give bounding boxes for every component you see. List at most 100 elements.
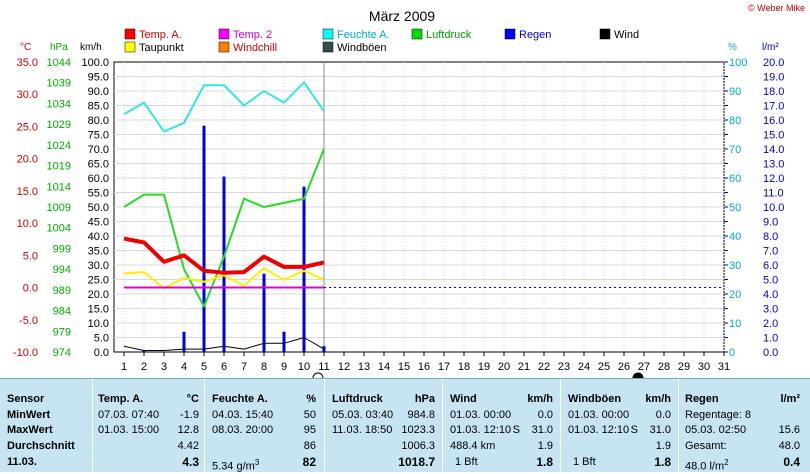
humidity-axis-label: 60 xyxy=(729,173,741,185)
legend-label: Windchill xyxy=(233,42,277,54)
wind-axis-label: 90.0 xyxy=(88,86,109,98)
gusts-current-bft: 1 Bft xyxy=(573,456,596,468)
x-tick-label: 5 xyxy=(201,361,207,373)
pressure-avg-value: 1006.3 xyxy=(401,440,435,452)
stats-col-pressure: Luftdruck hPa 05.03. 03:40 984.8 11.03. … xyxy=(324,379,442,472)
stats-col-rain: Regen l/m² Regentage: 8 05.03. 02:50 15.… xyxy=(678,379,810,473)
humidity-axis-label: 40 xyxy=(729,231,741,243)
pressure-axis-label: 989 xyxy=(53,285,71,297)
wind-axis-label: 15.0 xyxy=(88,304,109,316)
humidity-min-value: 50 xyxy=(303,409,316,421)
legend-swatch xyxy=(124,28,136,40)
wind-max-dir: S xyxy=(512,424,520,436)
rain-axis-label: 10.0 xyxy=(763,202,784,214)
pressure-axis-label: 1014 xyxy=(47,181,71,193)
pressure-axis-label: 1029 xyxy=(47,119,71,131)
wind-axis-label: 45.0 xyxy=(88,217,109,229)
x-tick-label: 10 xyxy=(298,361,310,373)
wind-avg-value: 1.9 xyxy=(537,440,553,452)
wind-axis-label: 75.0 xyxy=(88,130,109,142)
rain-axis-label: 7.0 xyxy=(763,246,778,258)
pressure-min-time: 05.03. 03:40 xyxy=(332,409,394,421)
humidity-unit: % xyxy=(306,393,316,405)
x-tick-label: 24 xyxy=(578,361,590,373)
humidity-axis-label: 50 xyxy=(729,202,741,214)
x-tick-label: 27 xyxy=(638,361,650,373)
x-tick-label: 30 xyxy=(698,361,710,373)
x-tick-label: 13 xyxy=(358,361,370,373)
rain-axis-label: 18.0 xyxy=(763,86,784,98)
rain-max-value: 15.6 xyxy=(778,424,800,436)
gusts-unit: km/h xyxy=(645,393,671,405)
temp-axis-label: 0.0 xyxy=(23,283,38,295)
humidity-axis-label: 0 xyxy=(729,347,735,359)
wind-axis-label: 10.0 xyxy=(88,318,109,330)
rain-axis-label: 4.0 xyxy=(763,289,778,301)
x-tick-label: 29 xyxy=(678,361,690,373)
x-tick-label: 22 xyxy=(538,361,550,373)
humidity-axis-label: 80 xyxy=(729,115,741,127)
gusts-max-dir: S xyxy=(630,424,638,436)
wind-axis-label: 55.0 xyxy=(88,188,109,200)
gusts-min-time: 01.03. 00:00 xyxy=(568,409,630,421)
axis-unit-labels: °C hPa km/h % l/m² xyxy=(20,42,779,53)
copyright-text: © Weber Mike xyxy=(748,3,805,13)
wind-axis-label: 40.0 xyxy=(88,231,109,243)
x-tick-label: 17 xyxy=(438,361,450,373)
wind-axis-label: 65.0 xyxy=(88,159,109,171)
humidity-axis-label: 10 xyxy=(729,318,741,330)
x-tick-label: 14 xyxy=(378,361,390,373)
humidity-header: Feuchte A. xyxy=(212,393,268,405)
temp-min-value: -1.9 xyxy=(180,409,199,421)
pressure-axis-label: 1039 xyxy=(47,78,71,90)
humidity-current-extra: 5.34 g/m3 xyxy=(212,456,259,474)
rain-current-unit-exp: 2 xyxy=(724,458,729,467)
rain-current-value: 0.4 xyxy=(783,455,800,469)
wind-axis-label: 5.0 xyxy=(94,333,109,345)
pressure-axis-label: 974 xyxy=(53,347,71,359)
rain-axis-label: 17.0 xyxy=(763,101,784,113)
x-tick-label: 12 xyxy=(338,361,350,373)
humidity-axis-label: 70 xyxy=(729,144,741,156)
pressure-axis-label: 994 xyxy=(53,264,71,276)
temp-max-time: 01.03. 15:00 xyxy=(98,424,160,436)
wind-header: Wind xyxy=(450,393,477,405)
wind-axis-label: 25.0 xyxy=(88,275,109,287)
humidity-axis-label: 30 xyxy=(729,260,741,272)
x-tick-label: 4 xyxy=(181,361,187,373)
rain-axis-label: 16.0 xyxy=(763,115,784,127)
x-tick-label: 6 xyxy=(221,361,227,373)
wind-unit: km/h xyxy=(527,393,553,405)
legend-label: Temp. A. xyxy=(139,29,182,41)
rain-axis-label: 14.0 xyxy=(763,144,784,156)
temp-axis-label: 15.0 xyxy=(17,186,38,198)
humidity-max-value: 95 xyxy=(303,424,316,436)
unit-label-celsius: °C xyxy=(20,42,31,53)
rain-axis-label: 5.0 xyxy=(763,275,778,287)
x-tick-label: 11 xyxy=(318,361,329,373)
wind-distance: 488.4 km xyxy=(450,440,496,452)
x-tick-label: 2 xyxy=(141,361,147,373)
humidity-max-time: 08.03. 20:00 xyxy=(212,424,274,436)
legend-swatch xyxy=(218,28,230,40)
gusts-current-value: 1.8 xyxy=(654,455,671,469)
rain-axis-label: 8.0 xyxy=(763,231,778,243)
legend-label: Wind xyxy=(614,29,639,41)
unit-label-hpa: hPa xyxy=(50,42,68,53)
min-label: MinWert xyxy=(7,409,51,421)
x-tick-label: 16 xyxy=(418,361,430,373)
temp-axis-label: 25.0 xyxy=(17,121,38,133)
rain-current-amount: 48.0 l/m xyxy=(685,460,725,473)
legend-swatch xyxy=(504,28,516,40)
x-tick-label: 18 xyxy=(458,361,470,373)
rain-max-time: 05.03. 02:50 xyxy=(685,424,747,436)
legend-swatch xyxy=(322,28,334,40)
temp-current-value: 4.3 xyxy=(182,455,199,469)
legend-label: Taupunkt xyxy=(139,42,184,54)
rain-bar xyxy=(302,186,306,352)
series-line-taupunkt xyxy=(123,267,325,290)
rain-axis-label: 3.0 xyxy=(763,304,778,316)
unit-label-percent: % xyxy=(728,42,737,53)
wind-max-time: 01.03. 12:10 xyxy=(450,424,512,436)
rain-axis-label: 2.0 xyxy=(763,318,778,330)
